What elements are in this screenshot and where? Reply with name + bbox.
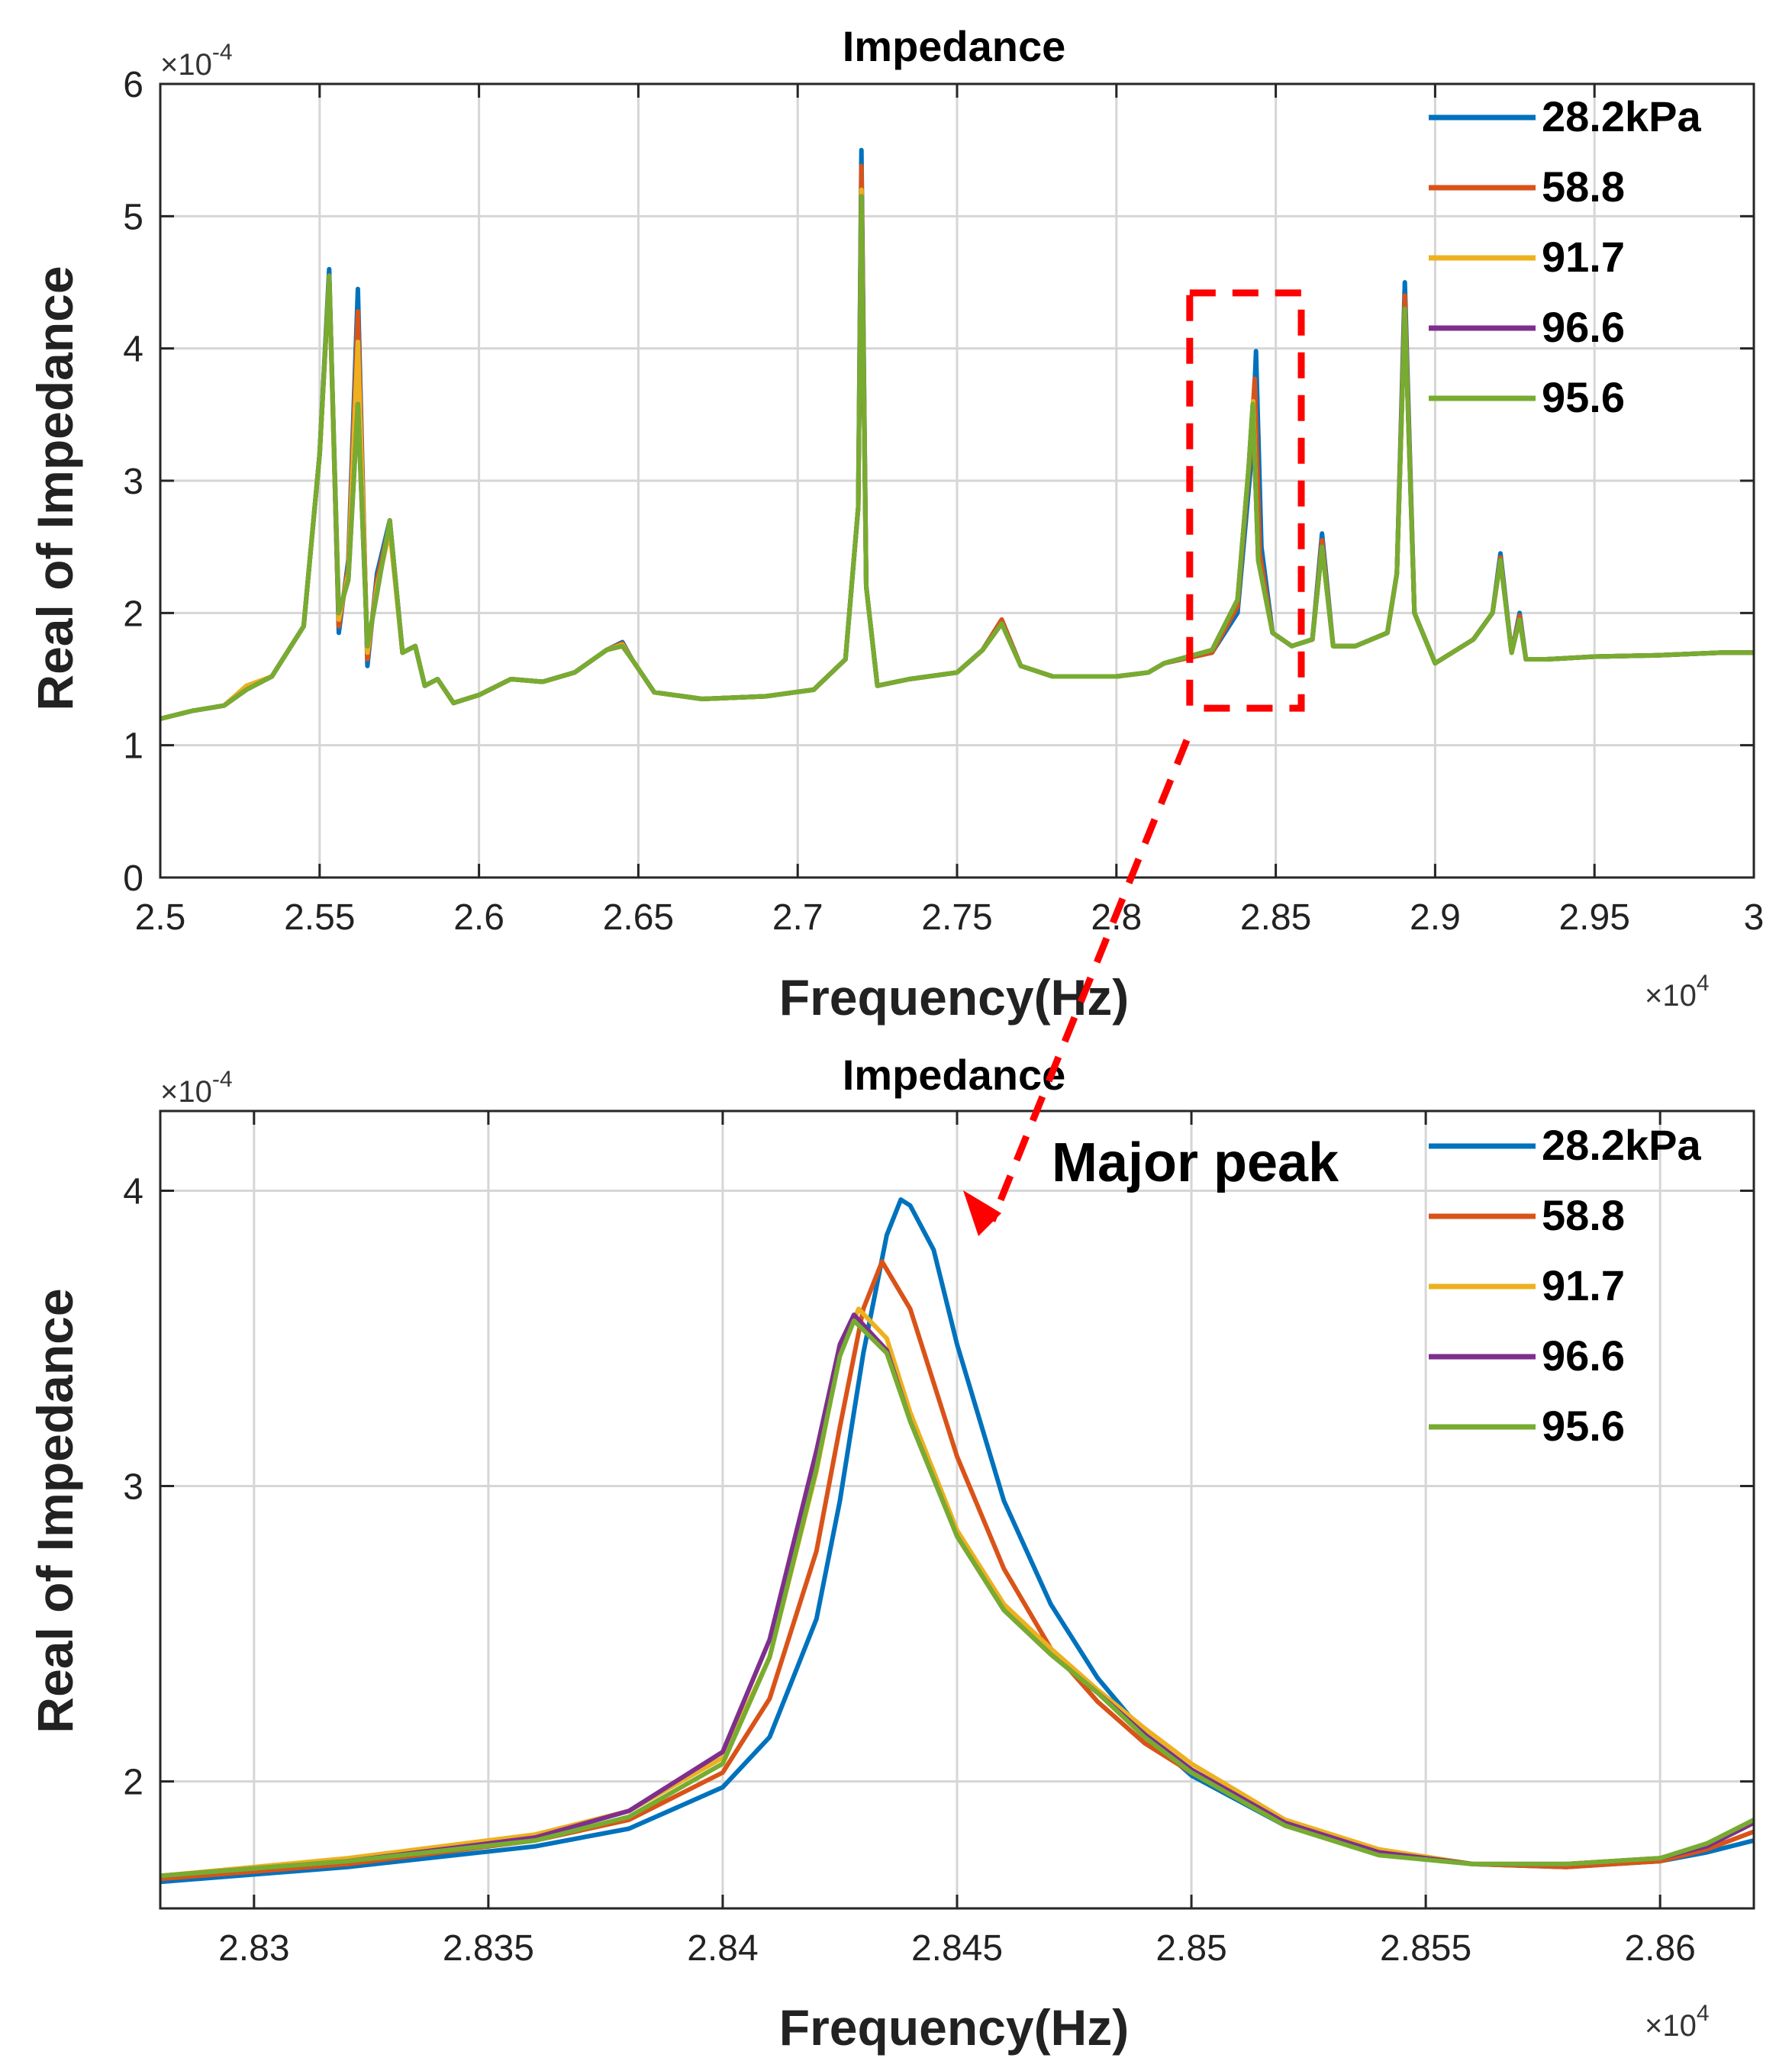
overview-y-tick-label: 3 [123, 462, 143, 502]
zoom-series-group [160, 1197, 1754, 1885]
overview-legend-label-2: 58.8 [1542, 163, 1625, 211]
zoom-legend-label-4: 96.6 [1542, 1332, 1625, 1380]
overview-x-multiplier-exp: 4 [1697, 971, 1710, 996]
zoom-x-tick-label: 2.845 [911, 1928, 1003, 1969]
zoom-y-axis-label: Real of Impedance [27, 1288, 83, 1733]
zoom-chart-title: Impedance [843, 1051, 1066, 1099]
overview-y-axis-label: Real of Impedance [27, 266, 83, 710]
overview-x-multiplier-base: ×10 [1645, 979, 1697, 1013]
overview-x-tick-label: 2.75 [921, 897, 992, 938]
overview-x-ticks: 2.5 2.55 2.6 2.65 2.7 2.75 2.8 2.85 2.9 2.95 3 [135, 84, 1765, 938]
overview-series-line-5 [160, 194, 1754, 721]
zoom-y-multiplier: ×10-4 [160, 1067, 233, 1109]
overview-legend-label-4: 96.6 [1542, 303, 1625, 351]
zoom-series-line-5 [160, 1318, 1754, 1879]
zoom-x-tick-label: 2.84 [687, 1928, 758, 1969]
overview-y-multiplier-exp: -4 [212, 40, 233, 65]
overview-legend: 28.2kPa 58.8 91.7 96.6 95.6 [1429, 92, 1701, 421]
zoom-y-multiplier-base: ×10 [160, 1075, 212, 1109]
overview-x-multiplier: ×104 [1645, 971, 1710, 1013]
overview-y-tick-label: 0 [123, 858, 143, 899]
overview-y-tick-label: 6 [123, 65, 143, 105]
overview-series-group [160, 147, 1754, 721]
zoom-x-tick-label: 2.86 [1624, 1928, 1695, 1969]
overview-x-tick-label: 2.95 [1558, 897, 1629, 938]
zoom-y-tick-label: 3 [123, 1467, 143, 1508]
zoom-x-multiplier-base: ×10 [1645, 2009, 1697, 2043]
overview-y-tick-label: 1 [123, 726, 143, 767]
zoom-legend-label-5: 95.6 [1542, 1402, 1625, 1450]
overview-x-tick-label: 3 [1744, 897, 1765, 938]
overview-y-tick-label: 5 [123, 197, 143, 237]
overview-y-multiplier: ×10-4 [160, 40, 233, 82]
overview-x-tick-label: 2.65 [603, 897, 674, 938]
zoom-x-tick-label: 2.855 [1380, 1928, 1471, 1969]
overview-x-tick-label: 2.85 [1240, 897, 1311, 938]
zoom-legend-label-2: 58.8 [1542, 1191, 1625, 1239]
zoom-x-tick-label: 2.83 [218, 1928, 289, 1969]
overview-y-tick-label: 2 [123, 594, 143, 634]
overview-y-ticks: 0 1 2 3 4 5 6 [123, 65, 1754, 899]
zoom-legend-label-1: 28.2kPa [1542, 1121, 1701, 1169]
zoom-legend-label-3: 91.7 [1542, 1261, 1625, 1309]
zoom-x-ticks: 2.83 2.835 2.84 2.845 2.85 2.855 2.86 [218, 1111, 1696, 1969]
zoom-y-tick-label: 4 [123, 1172, 143, 1212]
zoom-x-multiplier-exp: 4 [1697, 2001, 1710, 2026]
zoom-x-tick-label: 2.85 [1155, 1928, 1226, 1969]
overview-x-tick-label: 2.6 [453, 897, 504, 938]
major-peak-annotation: Major peak [1052, 1132, 1339, 1193]
zoom-connector-arrowhead [963, 1190, 1001, 1236]
overview-chart-title: Impedance [843, 22, 1066, 70]
zoom-x-multiplier: ×104 [1645, 2001, 1710, 2043]
overview-legend-label-1: 28.2kPa [1542, 92, 1701, 140]
overview-y-multiplier-base: ×10 [160, 48, 212, 82]
overview-grid [159, 82, 1755, 879]
zoom-legend: 28.2kPa 58.8 91.7 96.6 95.6 [1429, 1121, 1701, 1450]
overview-x-tick-label: 2.55 [284, 897, 355, 938]
overview-y-tick-label: 4 [123, 330, 143, 370]
zoom-grid [160, 1111, 1754, 1908]
zoom-y-multiplier-exp: -4 [212, 1067, 233, 1092]
overview-legend-label-3: 91.7 [1542, 233, 1625, 281]
zoom-y-tick-label: 2 [123, 1763, 143, 1803]
zoom-x-tick-label: 2.835 [443, 1928, 534, 1969]
major-peak-highlight-box [1186, 289, 1305, 712]
zoom-y-ticks: 2 3 4 [123, 1172, 1754, 1803]
overview-x-tick-label: 2.9 [1410, 897, 1461, 938]
zoom-x-axis-label: Frequency(Hz) [779, 1999, 1129, 2056]
overview-legend-label-5: 95.6 [1542, 373, 1625, 421]
zoom-chart: 2.83 2.835 2.84 2.845 2.85 2.855 2.86 2 3 4 Impe… [27, 1051, 1755, 2056]
overview-x-tick-label: 2.5 [135, 897, 186, 938]
overview-chart: 2.5 2.55 2.6 2.65 2.7 2.75 2.8 2.85 2.9 2.95 3 012… [27, 22, 1764, 1026]
overview-x-axis-label: Frequency(Hz) [779, 969, 1129, 1026]
overview-x-tick-label: 2.7 [772, 897, 823, 938]
zoom-connector-arrow [988, 739, 1191, 1222]
